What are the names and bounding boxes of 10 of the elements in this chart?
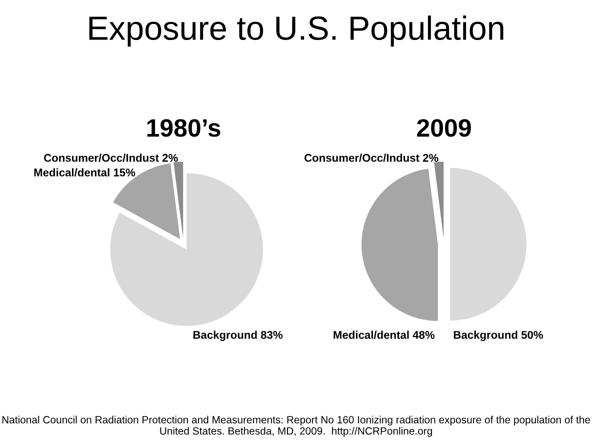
slice-label: Background 50% (454, 330, 544, 342)
chart-title: 1980’s (147, 119, 220, 137)
slice-label: Medical/dental 15% (34, 168, 136, 177)
slice-label: Consumer/Occ/Indust 2% (304, 154, 438, 162)
slice-label: Medical/dental 48% (334, 330, 435, 339)
text: Exposure to U.S. Population (89, 16, 504, 47)
chart-title: 2009 (417, 119, 471, 137)
slice-label: Consumer/Occ/Indust 2% (44, 154, 178, 162)
slice-label: Background 83% (193, 330, 283, 342)
text: National Council on Radiation Protection and Measurements: Report No 160 Ionizing radiation exposure of the population of the United States. Bethesda, MD, 2009. http://NCRPonline.org (2, 416, 590, 437)
